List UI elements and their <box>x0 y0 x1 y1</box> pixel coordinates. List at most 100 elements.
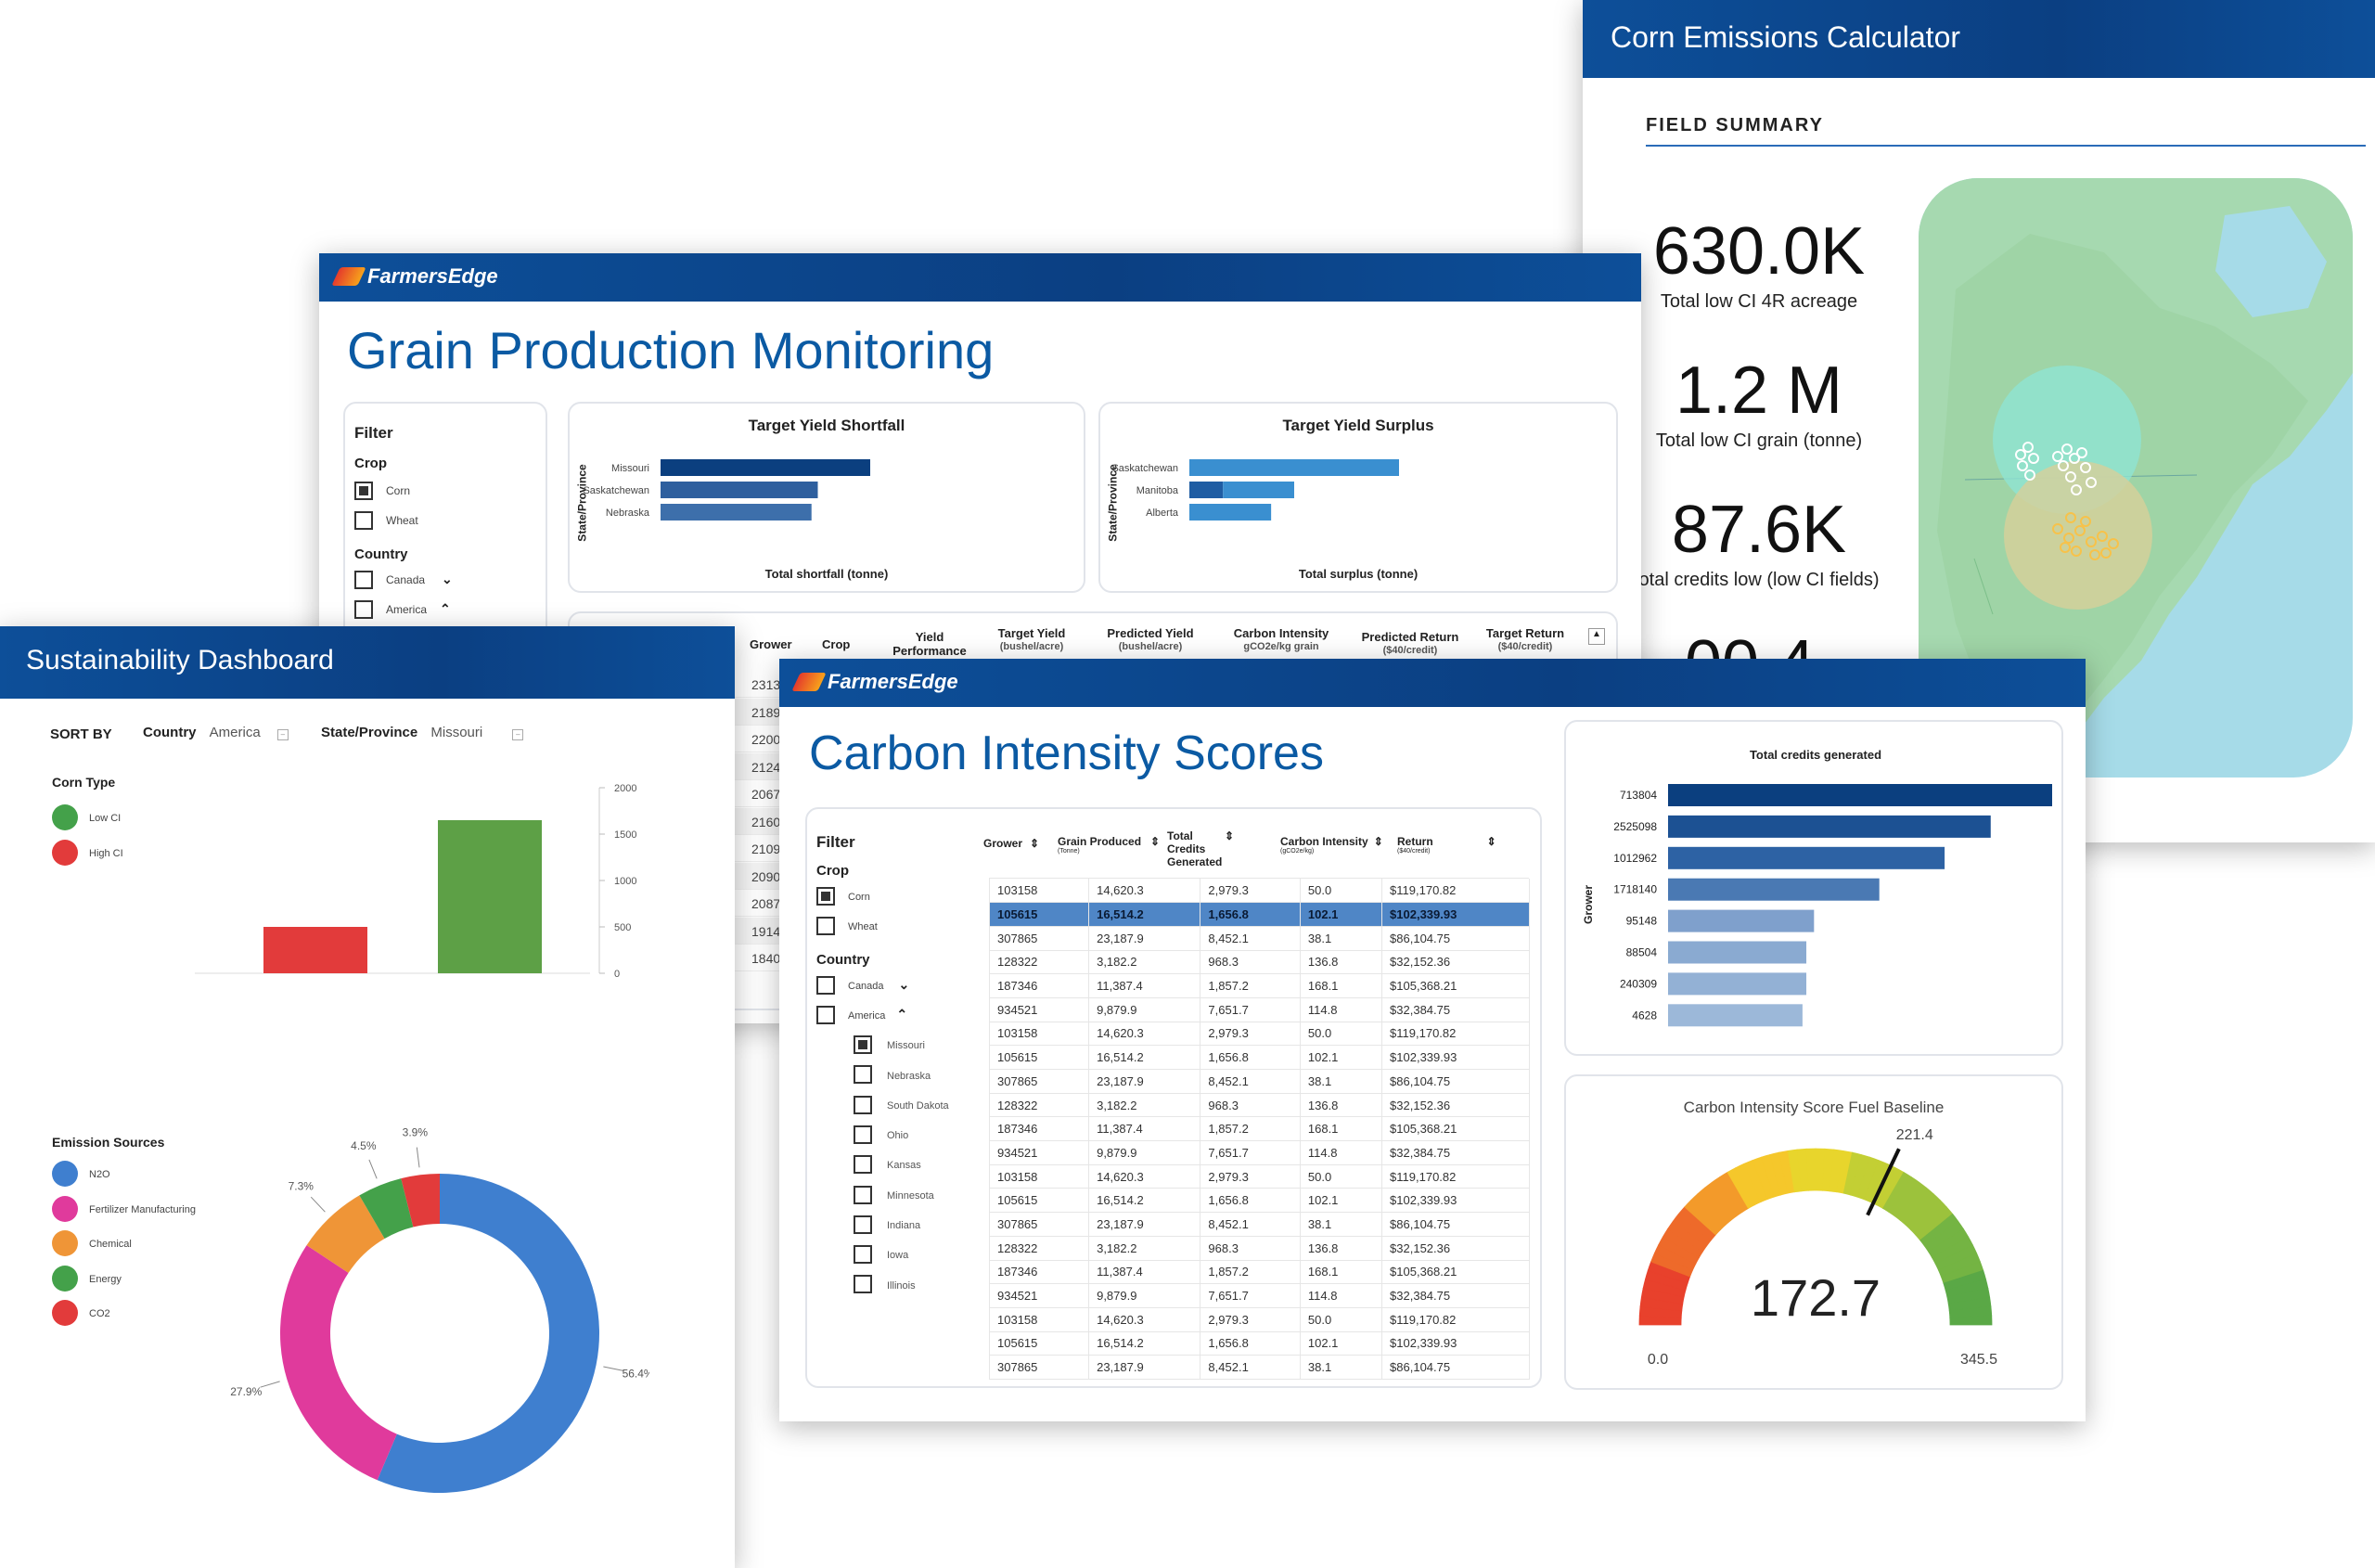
table-row[interactable]: 307865 23,187.9 8,452.1 38.1 $86,104.75 <box>990 1069 1530 1094</box>
col-grower[interactable]: Grower <box>750 637 792 651</box>
state-option[interactable]: Illinois <box>854 1275 916 1294</box>
state-checkbox[interactable] <box>854 1155 872 1175</box>
col-total-credits[interactable]: Total Credits Generated⇕ <box>1167 829 1260 868</box>
country-america-option[interactable]: America ⌃ <box>354 600 451 619</box>
crop-wheat-option[interactable]: Wheat <box>354 511 418 530</box>
col-grain-produced[interactable]: Grain Produced ⇕ (Tonne) <box>1058 835 1160 855</box>
state-checkbox[interactable] <box>854 1275 872 1294</box>
legend-high-ci[interactable]: High CI <box>52 840 123 866</box>
col-grower[interactable]: Grower ⇕ <box>983 837 1039 850</box>
corn-checkbox[interactable] <box>354 482 373 500</box>
table-row[interactable]: 103158 14,620.3 2,979.3 50.0 $119,170.82 <box>990 879 1530 904</box>
emission-legend-item[interactable]: Fertilizer Manufacturing <box>52 1195 196 1222</box>
col-yield-performance[interactable]: Yield Performance <box>892 630 967 658</box>
corn-checkbox[interactable] <box>816 887 835 906</box>
chevron-down-icon[interactable]: ⌄ <box>898 977 910 993</box>
table-row[interactable]: 187346 11,387.4 1,857.2 168.1 $105,368.21 <box>990 1260 1530 1285</box>
table-row[interactable]: 187346 11,387.4 1,857.2 168.1 $105,368.21 <box>990 1116 1530 1142</box>
col-target-yield[interactable]: Target Yield <box>997 626 1066 640</box>
state-checkbox[interactable] <box>854 1185 872 1204</box>
wheat-checkbox[interactable] <box>354 511 373 530</box>
col-carbon-intensity[interactable]: Carbon Intensity ⇕ (gCO2e/kg) <box>1280 835 1383 855</box>
table-row[interactable]: 105615 16,514.2 1,656.8 102.1 $102,339.93 <box>990 902 1530 927</box>
canada-checkbox[interactable] <box>816 976 835 995</box>
table-cell: 307865 <box>990 1355 1090 1380</box>
state-checkbox[interactable] <box>854 1125 872 1144</box>
y-tick-label: 1000 <box>614 876 636 887</box>
state-filter[interactable]: State/Province Missouri – <box>321 725 524 740</box>
wheat-label: Wheat <box>386 514 418 528</box>
table-row[interactable]: 128322 3,182.2 968.3 136.8 $32,152.36 <box>990 950 1530 975</box>
col-crop[interactable]: Crop <box>822 637 851 651</box>
chevron-up-icon[interactable]: ⌃ <box>896 1007 908 1022</box>
table-row[interactable]: 105615 16,514.2 1,656.8 102.1 $102,339.93 <box>990 1045 1530 1070</box>
state-option[interactable]: Indiana <box>854 1215 920 1234</box>
carbon-crop-wheat[interactable]: Wheat <box>816 917 878 935</box>
table-row[interactable]: 128322 3,182.2 968.3 136.8 $32,152.36 <box>990 1093 1530 1118</box>
col-predicted-yield[interactable]: Predicted Yield <box>1107 626 1194 640</box>
carbon-country-canada[interactable]: Canada ⌄ <box>816 976 909 995</box>
country-filter-value: America <box>209 725 261 740</box>
sort-icon[interactable]: ⇕ <box>1373 835 1383 848</box>
state-checkbox[interactable] <box>854 1035 872 1054</box>
table-row[interactable]: 187346 11,387.4 1,857.2 168.1 $105,368.21 <box>990 973 1530 998</box>
table-row[interactable]: 128322 3,182.2 968.3 136.8 $32,152.36 <box>990 1236 1530 1261</box>
emission-legend-item[interactable]: N2O <box>52 1161 110 1187</box>
state-option[interactable]: Iowa <box>854 1245 908 1265</box>
state-checkbox[interactable] <box>854 1095 872 1114</box>
emission-legend-item[interactable]: CO2 <box>52 1300 110 1326</box>
table-row[interactable]: 934521 9,879.9 7,651.7 114.8 $32,384.75 <box>990 1140 1530 1165</box>
state-option[interactable]: Nebraska <box>854 1065 931 1085</box>
emission-legend-item[interactable]: Chemical <box>52 1230 132 1256</box>
carbon-wheat-label: Wheat <box>848 921 878 933</box>
corn-label: Corn <box>386 484 411 498</box>
legend-low-ci[interactable]: Low CI <box>52 804 121 830</box>
table-row[interactable]: 307865 23,187.9 8,452.1 38.1 $86,104.75 <box>990 1212 1530 1237</box>
state-option[interactable]: Missouri <box>854 1035 925 1054</box>
america-checkbox[interactable] <box>816 1006 835 1024</box>
table-row[interactable]: 307865 23,187.9 8,452.1 38.1 $86,104.75 <box>990 1355 1530 1380</box>
scroll-up-arrow-icon[interactable]: ▲ <box>1588 628 1605 645</box>
col-carbon-intensity[interactable]: Carbon Intensity <box>1233 626 1329 640</box>
state-option[interactable]: South Dakota <box>854 1095 949 1114</box>
sort-icon[interactable]: ⇕ <box>1030 837 1040 850</box>
america-checkbox[interactable] <box>354 600 373 619</box>
sort-icon[interactable]: ⇕ <box>1486 835 1496 848</box>
table-row[interactable]: 103158 14,620.3 2,979.3 50.0 $119,170.82 <box>990 1164 1530 1189</box>
col-return[interactable]: Return ⇕ ($40/credit) <box>1397 835 1496 855</box>
state-checkbox[interactable] <box>854 1215 872 1234</box>
col-predicted-return[interactable]: Predicted Return <box>1361 630 1459 644</box>
state-option[interactable]: Kansas <box>854 1155 921 1175</box>
table-row[interactable]: 103158 14,620.3 2,979.3 50.0 $119,170.82 <box>990 1022 1530 1047</box>
emission-legend-item[interactable]: Energy <box>52 1265 122 1292</box>
table-row[interactable]: 105615 16,514.2 1,656.8 102.1 $102,339.93 <box>990 1331 1530 1356</box>
table-row[interactable]: 934521 9,879.9 7,651.7 114.8 $32,384.75 <box>990 997 1530 1022</box>
surplus-title: Target Yield Surplus <box>1282 417 1434 434</box>
table-row[interactable]: 934521 9,879.9 7,651.7 114.8 $32,384.75 <box>990 1283 1530 1308</box>
sort-icon[interactable]: ⇕ <box>1225 829 1235 842</box>
sort-icon[interactable]: ⇕ <box>1150 835 1161 848</box>
table-row[interactable]: 105615 16,514.2 1,656.8 102.1 $102,339.93 <box>990 1188 1530 1214</box>
country-canada-option[interactable]: Canada ⌄ <box>354 571 453 589</box>
state-option[interactable]: Minnesota <box>854 1185 934 1204</box>
state-checkbox[interactable] <box>854 1245 872 1265</box>
table-row[interactable]: 103158 14,620.3 2,979.3 50.0 $119,170.82 <box>990 1307 1530 1332</box>
carbon-country-america[interactable]: America ⌃ <box>816 1006 907 1024</box>
crop-corn-option[interactable]: Corn <box>354 482 410 500</box>
col-predicted-yield-unit: (bushel/acre) <box>1118 641 1183 652</box>
country-filter[interactable]: Country America – <box>143 725 289 740</box>
chevron-up-icon[interactable]: ⌃ <box>440 601 451 617</box>
gauge-max-label: 345.5 <box>1960 1352 1997 1368</box>
table-row[interactable]: 307865 23,187.9 8,452.1 38.1 $86,104.75 <box>990 926 1530 951</box>
col-target-return[interactable]: Target Return <box>1485 626 1565 640</box>
dropdown-icon[interactable]: – <box>276 729 289 740</box>
wheat-checkbox[interactable] <box>816 917 835 935</box>
carbon-crop-corn[interactable]: Corn <box>816 887 870 906</box>
table-cell: 128322 <box>990 1236 1090 1261</box>
chevron-down-icon[interactable]: ⌄ <box>442 572 453 587</box>
state-option[interactable]: Ohio <box>854 1125 908 1144</box>
state-checkbox[interactable] <box>854 1065 872 1085</box>
canada-checkbox[interactable] <box>354 571 373 589</box>
dropdown-icon[interactable]: – <box>512 729 524 740</box>
grain-table-header: Grower Crop Yield Performance Target Yie… <box>570 621 1616 671</box>
